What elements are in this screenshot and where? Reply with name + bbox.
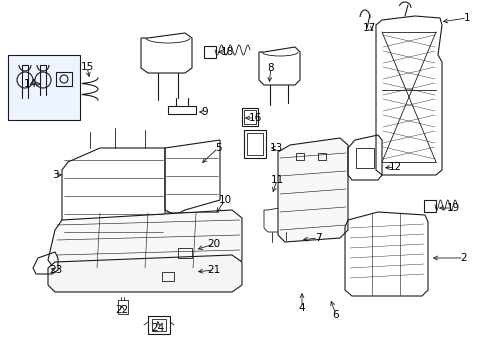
Text: 14: 14 [23, 79, 37, 89]
Bar [244, 110, 256, 124]
Bar [295, 153, 304, 160]
Bar [152, 319, 165, 331]
Text: 3: 3 [52, 170, 58, 180]
Text: 1: 1 [463, 13, 469, 23]
Bar [355, 148, 373, 168]
Text: 5: 5 [214, 143, 221, 153]
Bar [244, 130, 265, 158]
Text: 13: 13 [269, 143, 282, 153]
Text: 23: 23 [49, 265, 62, 275]
Text: 18: 18 [220, 47, 233, 57]
Polygon shape [48, 210, 242, 270]
Text: 16: 16 [248, 113, 261, 123]
Bar [56, 72, 72, 86]
Text: 15: 15 [80, 62, 93, 72]
Text: 8: 8 [267, 63, 274, 73]
Text: 24: 24 [151, 323, 164, 333]
Text: 20: 20 [207, 239, 220, 249]
Text: 22: 22 [115, 305, 128, 315]
Bar [423, 200, 435, 212]
Text: 12: 12 [387, 162, 401, 172]
Text: 2: 2 [460, 253, 467, 263]
Text: 4: 4 [298, 303, 305, 313]
Text: 6: 6 [332, 310, 339, 320]
Text: 21: 21 [207, 265, 220, 275]
Text: 9: 9 [201, 107, 208, 117]
Bar [317, 153, 325, 160]
Bar [203, 46, 216, 58]
Text: 11: 11 [270, 175, 283, 185]
Bar [118, 300, 128, 314]
Bar [168, 106, 196, 114]
Text: 19: 19 [446, 203, 459, 213]
Bar [162, 272, 174, 281]
Polygon shape [48, 255, 242, 292]
Bar [178, 248, 192, 258]
Text: 7: 7 [314, 233, 321, 243]
Polygon shape [278, 138, 347, 242]
Text: 17: 17 [362, 23, 375, 33]
Bar [242, 108, 258, 126]
Bar [148, 316, 170, 334]
Text: 10: 10 [218, 195, 231, 205]
Bar [8, 55, 80, 120]
Bar [246, 133, 263, 155]
